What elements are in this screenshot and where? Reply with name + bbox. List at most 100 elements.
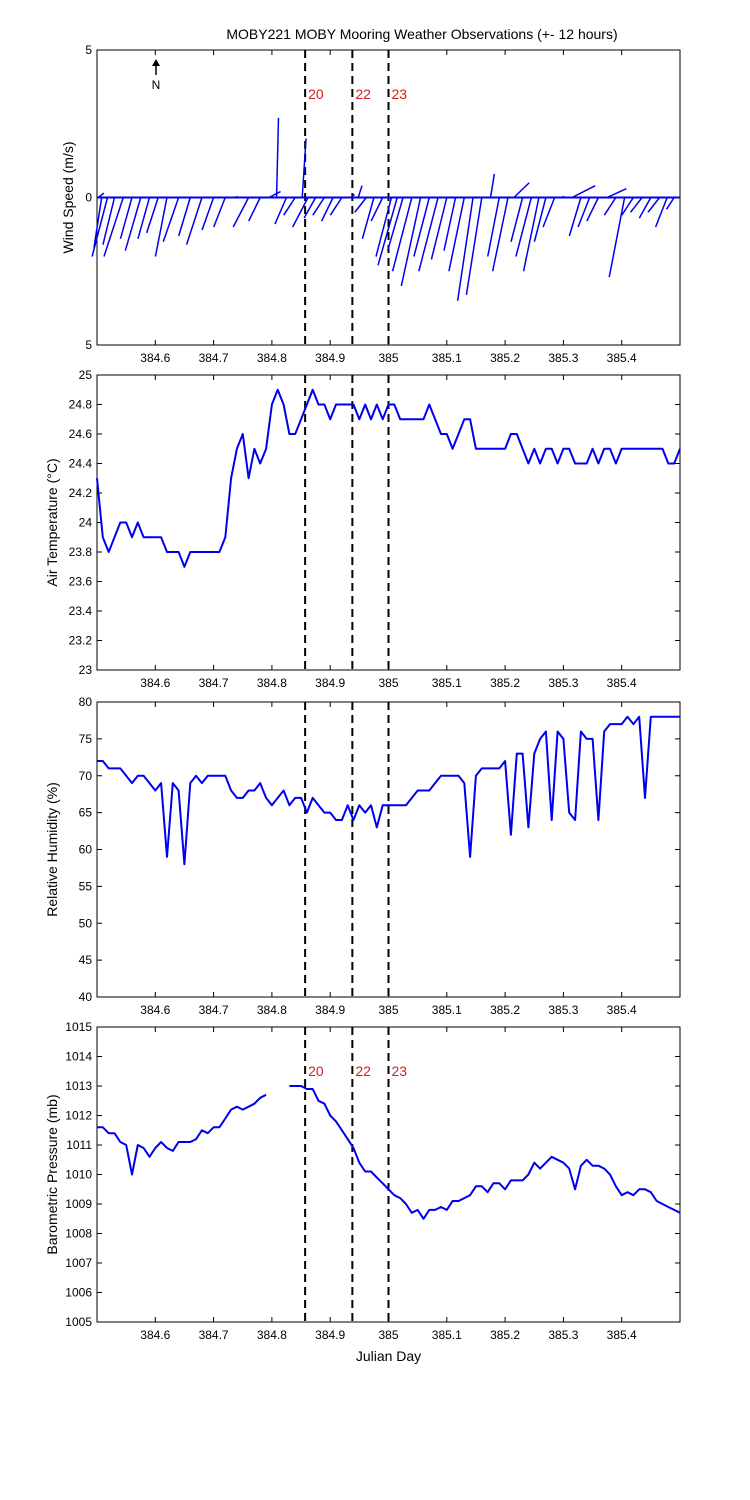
x-tick-label: 385.3	[548, 1328, 578, 1342]
y-tick-label: 5	[85, 338, 92, 352]
y-tick-label: 75	[79, 732, 93, 746]
panel-2: 384.6 384.7 384.8 384.9 385 385.1 385.2 385.3 38…	[44, 368, 681, 690]
y-axis-label: Wind Speed (m/s)	[60, 141, 76, 253]
wind-vector	[430, 197, 448, 260]
wind-vector	[542, 197, 556, 228]
x-tick-label: 385.2	[490, 1328, 520, 1342]
x-tick-label: 384.6	[140, 676, 170, 690]
x-tick-label: 384.6	[140, 1003, 170, 1017]
wind-vector	[375, 197, 393, 257]
wind-vector	[283, 197, 296, 216]
y-tick-label: 55	[79, 879, 93, 893]
x-axis-label: Julian Day	[356, 1348, 421, 1364]
y-tick-label: 24	[79, 516, 93, 530]
y-tick-label: 24.4	[69, 457, 93, 471]
x-tick-label: 385.1	[432, 676, 462, 690]
y-tick-label: 5	[85, 43, 92, 57]
y-tick-label: 23	[79, 663, 93, 677]
x-tick-label: 385.1	[432, 1003, 462, 1017]
wind-vector	[629, 197, 643, 213]
wind-vector	[124, 197, 142, 251]
wind-vector	[268, 190, 281, 199]
wind-vector	[291, 197, 309, 228]
wind-vector	[93, 197, 103, 248]
x-tick-label: 385.3	[548, 351, 578, 365]
x-tick-label: 385.4	[607, 1328, 637, 1342]
wind-vector	[91, 197, 109, 257]
y-tick-label: 1009	[65, 1197, 92, 1211]
x-tick-label: 385.4	[607, 1003, 637, 1017]
wind-vector	[145, 197, 159, 234]
wind-vector	[350, 193, 355, 199]
x-tick-label: 384.8	[257, 351, 287, 365]
x-tick-label: 384.6	[140, 351, 170, 365]
y-tick-label: 23.4	[69, 604, 93, 618]
wind-vector	[312, 197, 325, 216]
series-line	[97, 715, 680, 866]
wind-vector	[448, 197, 466, 272]
wind-vector	[102, 197, 116, 245]
y-axis-label: Relative Humidity (%)	[44, 782, 60, 917]
wind-vector	[665, 197, 675, 210]
x-tick-label: 384.9	[315, 1003, 345, 1017]
y-tick-label: 25	[79, 368, 93, 382]
x-tick-label: 384.8	[257, 676, 287, 690]
y-tick-label: 80	[79, 695, 93, 709]
x-tick-label: 385	[378, 676, 398, 690]
x-tick-label: 384.8	[257, 1328, 287, 1342]
wind-vector	[361, 197, 375, 240]
y-tick-label: 60	[79, 843, 93, 857]
wind-vector	[213, 197, 226, 228]
wind-vector	[513, 182, 530, 199]
x-tick-label: 385.2	[490, 676, 520, 690]
x-tick-label: 385.1	[432, 351, 462, 365]
y-tick-label: 24.2	[69, 486, 93, 500]
x-tick-label: 384.9	[315, 351, 345, 365]
wind-vector	[391, 197, 413, 272]
panel-4: 384.6 384.7 384.8 384.9 385 385.1 385.2 385.3 38…	[44, 1020, 681, 1364]
wind-vector	[377, 197, 398, 266]
wind-vector	[638, 197, 652, 219]
y-tick-label: 45	[79, 953, 93, 967]
x-tick-label: 384.7	[199, 1328, 229, 1342]
wind-vector	[97, 192, 105, 199]
y-tick-label: 1006	[65, 1286, 92, 1300]
panel-1: 384.6 384.7 384.8 384.9 385 385.1 385.2 385.3 38…	[60, 43, 681, 365]
wind-vector	[275, 117, 280, 198]
y-tick-label: 24.6	[69, 427, 93, 441]
event-marker-label: 22	[355, 1063, 371, 1079]
y-tick-label: 40	[79, 990, 93, 1004]
wind-vector	[608, 197, 626, 278]
wind-vector	[103, 197, 124, 257]
x-tick-label: 384.9	[315, 676, 345, 690]
event-marker-label: 20	[308, 1063, 324, 1079]
y-tick-label: 1011	[66, 1138, 92, 1152]
x-tick-label: 385	[378, 1003, 398, 1017]
north-label: N	[152, 78, 161, 92]
panels: 384.6 384.7 384.8 384.9 385 385.1 385.2 385.3 38…	[44, 43, 681, 1364]
y-axis-label: Barometric Pressure (mb)	[44, 1094, 60, 1254]
y-tick-label: 1005	[65, 1315, 92, 1329]
wind-vector	[357, 185, 363, 198]
wind-vector	[568, 197, 582, 237]
wind-vector	[603, 197, 617, 216]
x-tick-label: 385	[378, 351, 398, 365]
series-line	[96, 388, 681, 568]
wind-vector	[185, 197, 203, 245]
series-line	[97, 1085, 681, 1220]
wind-vector	[577, 197, 591, 228]
wind-vector	[386, 197, 404, 251]
x-tick-label: 385	[378, 1328, 398, 1342]
x-tick-label: 385.4	[607, 676, 637, 690]
y-tick-label: 1014	[65, 1050, 92, 1064]
wind-vector	[571, 185, 596, 199]
y-tick-label: 0	[85, 191, 92, 205]
x-tick-label: 384.7	[199, 351, 229, 365]
wind-vector	[354, 197, 367, 213]
wind-vector	[489, 173, 496, 198]
wind-vector	[522, 197, 540, 272]
y-tick-label: 1013	[65, 1079, 92, 1093]
event-marker-label: 23	[392, 1063, 408, 1079]
wind-vector	[201, 197, 215, 231]
